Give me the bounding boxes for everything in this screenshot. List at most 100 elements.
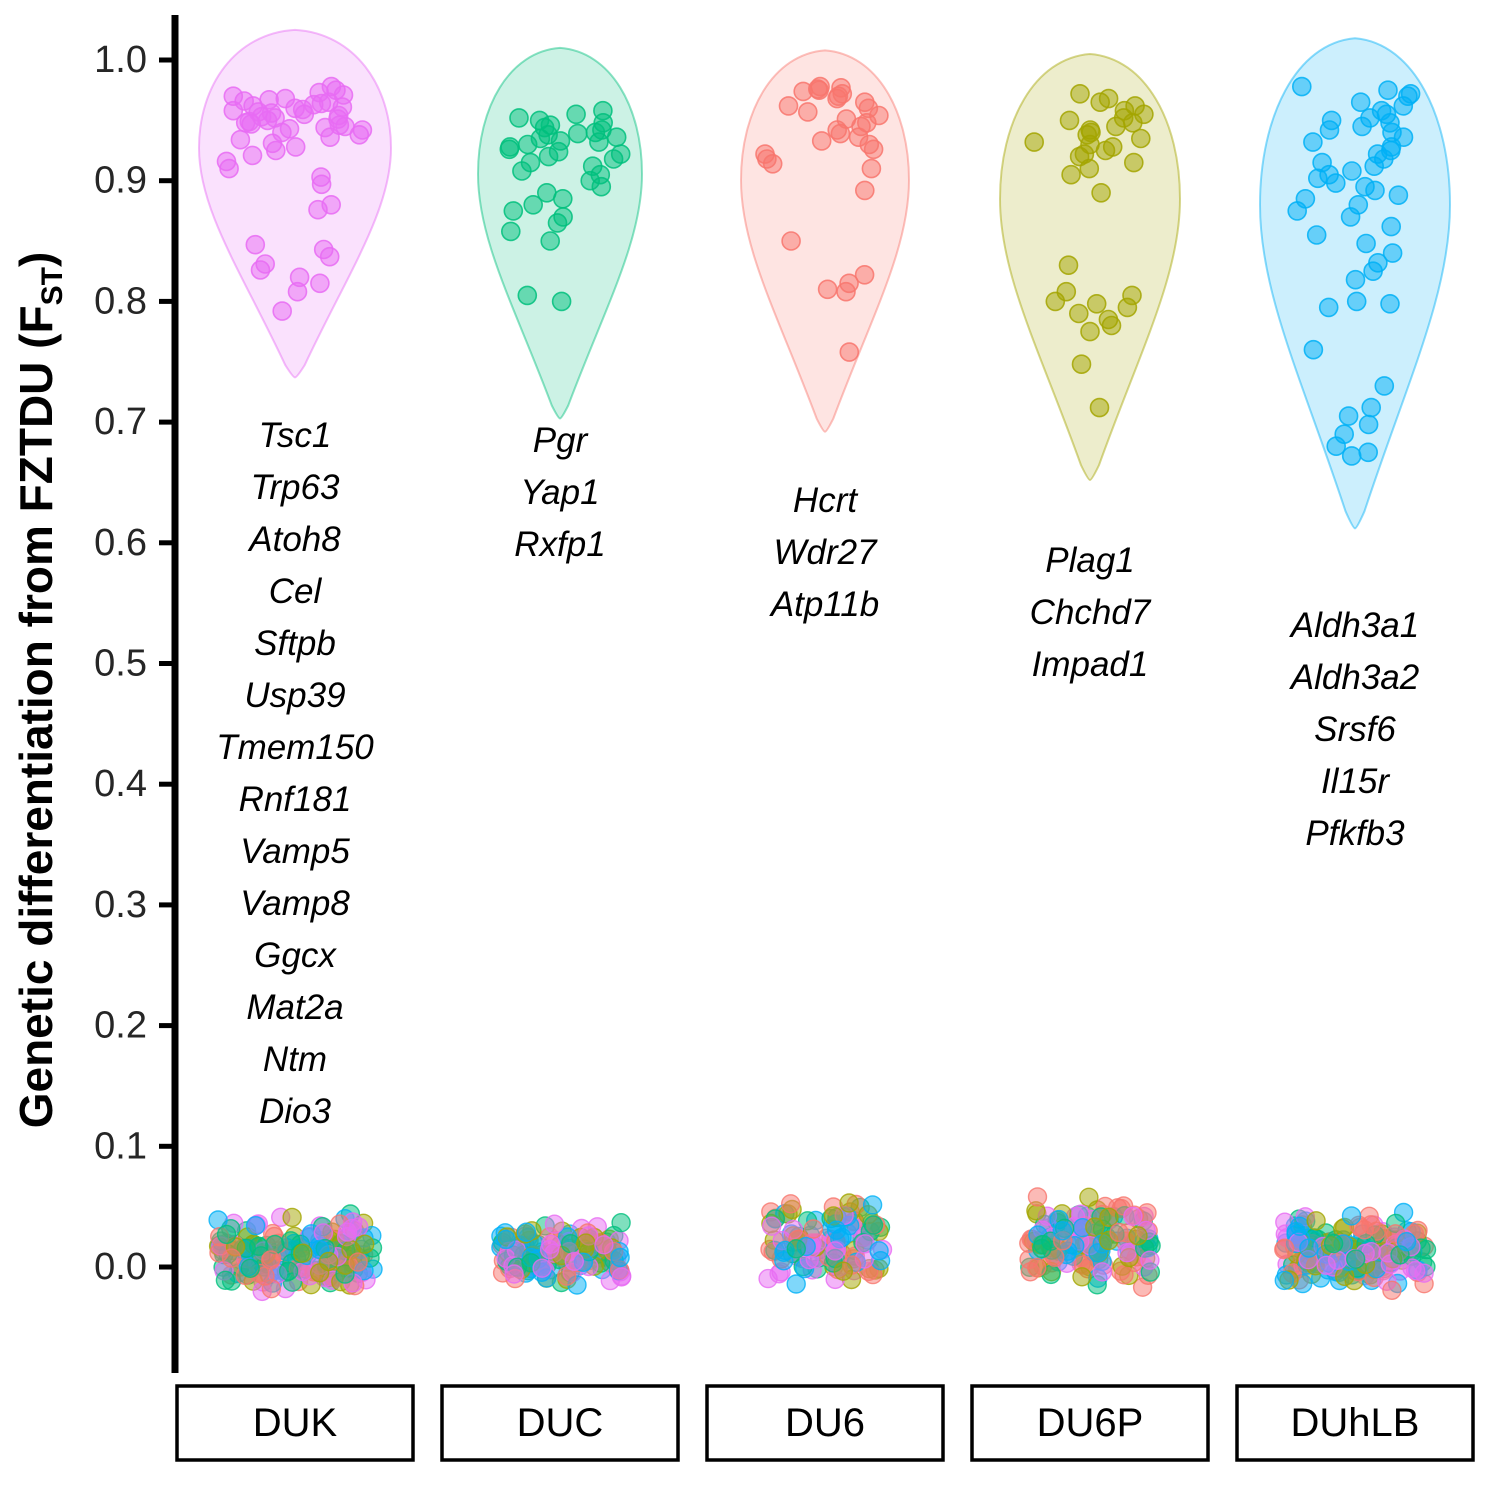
y-tick-label: 0.5 xyxy=(94,643,147,685)
group-label-DUhLB: DUhLB xyxy=(1291,1401,1420,1445)
y-tick-label: 0.8 xyxy=(94,280,147,322)
point-DUC xyxy=(552,189,573,209)
point-DU6 xyxy=(781,231,801,251)
gene-label-Rnf181: Rnf181 xyxy=(239,780,352,819)
point-DU6 xyxy=(817,279,838,300)
point-near-zero xyxy=(1020,1262,1041,1282)
point-DUhLB xyxy=(1364,156,1384,176)
point-near-zero xyxy=(348,1252,368,1272)
point-DU6P xyxy=(1117,297,1138,318)
gene-label-Cel: Cel xyxy=(269,572,323,611)
point-near-zero xyxy=(261,1278,282,1299)
point-DU6P xyxy=(1090,92,1110,112)
point-near-zero xyxy=(1085,1217,1105,1237)
point-near-zero xyxy=(1306,1211,1326,1231)
point-DUK xyxy=(285,137,306,157)
gene-label-Il15r: Il15r xyxy=(1321,762,1390,801)
point-near-zero xyxy=(240,1258,260,1279)
gene-label-Tmem150: Tmem150 xyxy=(216,728,374,767)
y-tick-label: 1.0 xyxy=(94,39,147,81)
point-DUhLB xyxy=(1382,243,1403,263)
point-near-zero xyxy=(245,1215,266,1236)
point-near-zero xyxy=(544,1214,565,1234)
gene-label-Tsc1: Tsc1 xyxy=(259,416,332,455)
point-near-zero xyxy=(278,1261,299,1281)
point-DUhLB xyxy=(1319,120,1340,140)
point-DU6P xyxy=(1070,84,1090,104)
point-DUK xyxy=(311,174,332,195)
point-DU6P xyxy=(1106,116,1126,137)
point-near-zero xyxy=(576,1233,596,1253)
gene-list-DUhLB: Aldh3a1 Aldh3a2 Srsf6 Il15r Pfkfb3 xyxy=(1289,606,1419,853)
gene-label-Hcrt: Hcrt xyxy=(793,481,858,520)
group-label-DUC: DUC xyxy=(517,1401,604,1445)
point-DUhLB xyxy=(1292,76,1312,97)
point-near-zero xyxy=(1274,1270,1295,1291)
point-DUK xyxy=(294,104,315,125)
gene-label-Ggcx: Ggcx xyxy=(254,936,337,975)
y-tick-label: 0.3 xyxy=(94,884,147,926)
point-DU6P xyxy=(1058,255,1079,276)
point-DUC xyxy=(589,132,609,152)
gene-label-Wdr27: Wdr27 xyxy=(773,533,878,572)
point-DUhLB xyxy=(1358,414,1379,435)
point-DU6P xyxy=(1101,315,1122,336)
point-near-zero xyxy=(342,1218,362,1239)
point-DUC xyxy=(547,213,568,233)
point-DUK xyxy=(250,260,271,280)
point-DUhLB xyxy=(1374,376,1395,396)
y-tick-label: 0.9 xyxy=(94,160,147,202)
point-DUK xyxy=(308,199,328,220)
gene-label-Pgr: Pgr xyxy=(533,421,589,460)
point-DUC xyxy=(591,176,612,197)
point-DUhLB xyxy=(1308,168,1328,189)
point-DUC xyxy=(523,195,544,215)
point-DU6 xyxy=(863,139,884,160)
point-DU6P xyxy=(1131,128,1151,149)
group-box-DUC xyxy=(440,1384,680,1462)
point-DU6P xyxy=(1071,354,1092,375)
point-near-zero xyxy=(532,1258,552,1278)
point-near-zero xyxy=(611,1212,631,1233)
point-DUhLB xyxy=(1350,92,1371,112)
point-DUK xyxy=(230,129,251,150)
point-near-zero xyxy=(282,1207,302,1228)
gene-label-Ntm: Ntm xyxy=(263,1040,327,1079)
y-tick-label: 0.7 xyxy=(94,401,147,443)
point-DUhLB xyxy=(1326,173,1346,193)
point-DUK xyxy=(219,158,239,179)
point-DU6 xyxy=(854,264,875,285)
point-near-zero xyxy=(496,1229,516,1250)
point-near-zero xyxy=(1109,1222,1129,1243)
gene-label-Pfkfb3: Pfkfb3 xyxy=(1305,814,1405,853)
gene-list-DUK: Tsc1 Trp63 Atoh8 Cel Sftpb Usp39 Tmem150 Rnf181… xyxy=(216,416,374,1131)
point-DUhLB xyxy=(1303,339,1324,360)
point-DU6 xyxy=(827,88,847,109)
point-near-zero xyxy=(318,1251,339,1272)
group-box-DUK xyxy=(175,1384,415,1462)
group-label-DUK: DUK xyxy=(253,1401,338,1445)
point-DUhLB xyxy=(1365,180,1385,201)
point-near-zero xyxy=(1354,1220,1375,1240)
point-near-zero xyxy=(803,1219,824,1239)
point-DUhLB xyxy=(1318,297,1339,318)
points-top-DUhLB xyxy=(1287,76,1421,466)
point-DUhLB xyxy=(1326,436,1346,457)
gene-label-Impad1: Impad1 xyxy=(1032,645,1149,684)
point-near-zero xyxy=(221,1248,242,1268)
point-near-zero xyxy=(1345,1249,1366,1269)
point-near-zero xyxy=(869,1241,889,1261)
point-DU6P xyxy=(1095,140,1116,161)
point-DUK xyxy=(257,110,278,131)
point-near-zero xyxy=(1027,1187,1048,1207)
point-DUhLB xyxy=(1393,96,1414,116)
group-box-DU6P xyxy=(970,1384,1210,1462)
point-near-zero xyxy=(504,1264,524,1284)
point-DUC xyxy=(540,231,561,251)
point-near-zero xyxy=(215,1270,236,1291)
gene-list-DUC: Pgr Yap1 Rxfp1 xyxy=(514,421,605,564)
points-bottom-DUK xyxy=(208,1204,383,1302)
gene-list-DU6P: Plag1 Chchd7 Impad1 xyxy=(1030,541,1152,684)
point-near-zero xyxy=(1316,1255,1336,1276)
gene-label-Atoh8: Atoh8 xyxy=(247,520,341,559)
